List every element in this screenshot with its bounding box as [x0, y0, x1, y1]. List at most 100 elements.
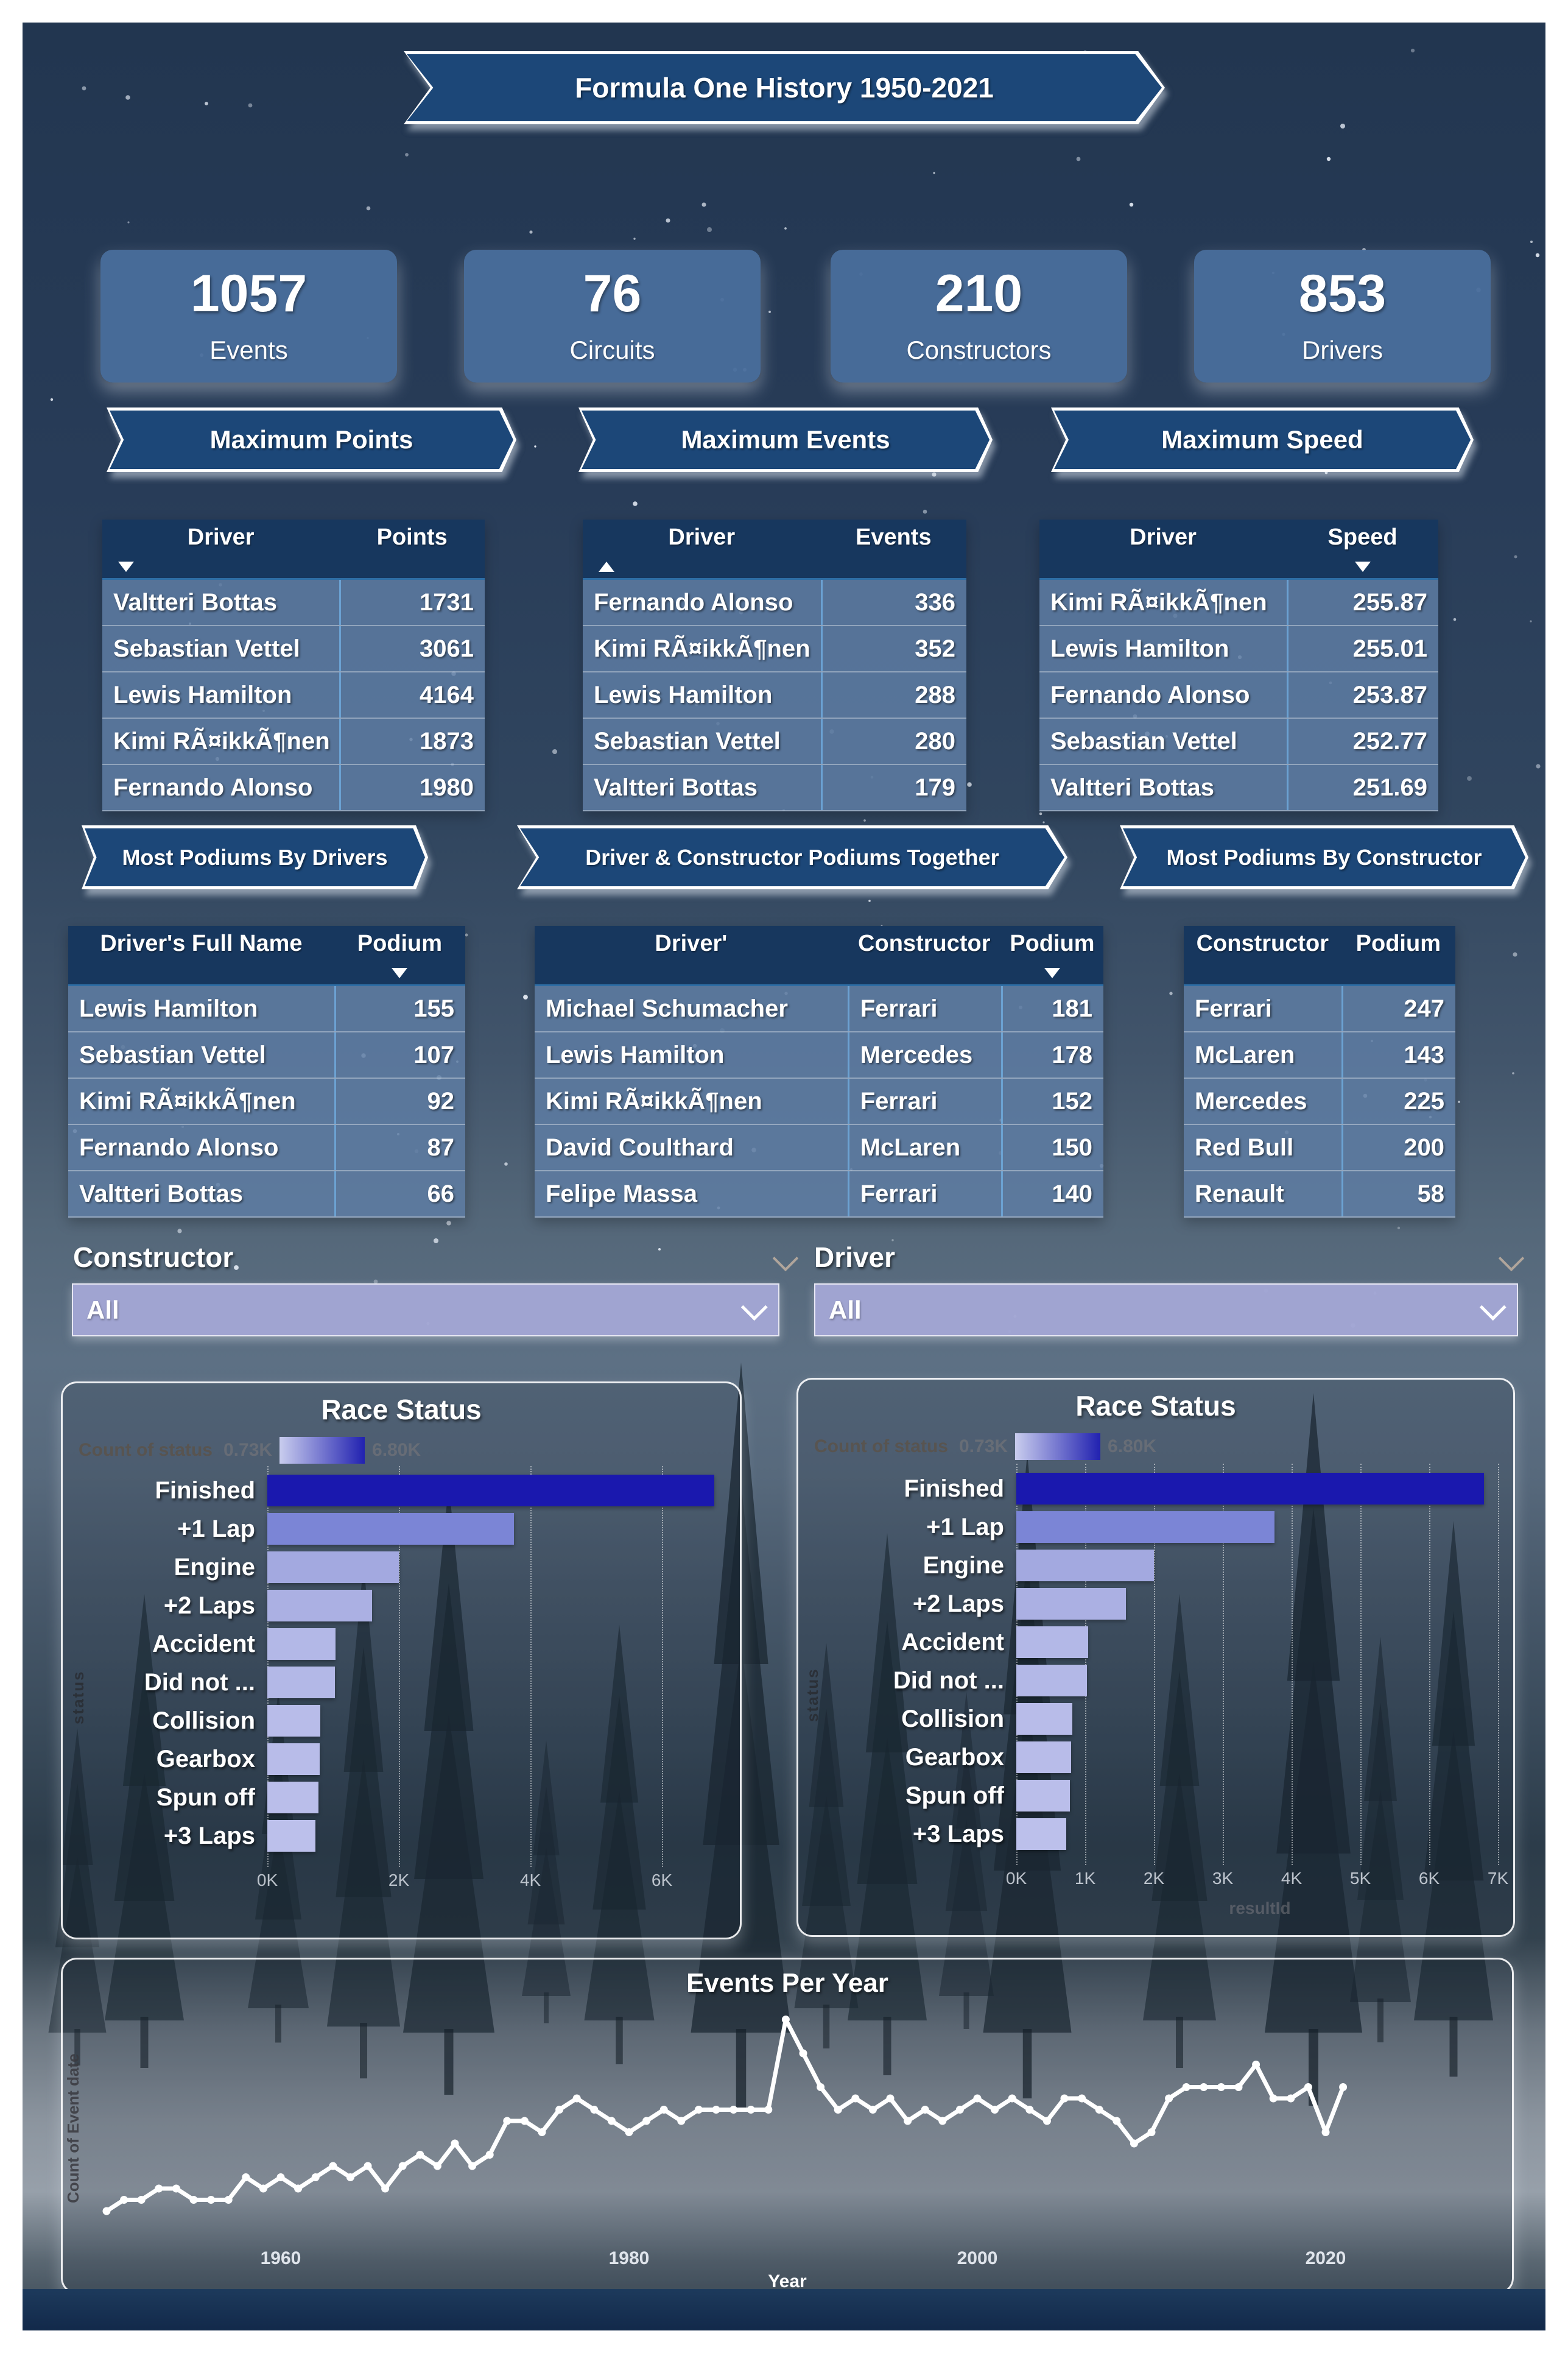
data-point-marker[interactable] — [207, 2196, 216, 2204]
data-point-marker[interactable] — [1130, 2139, 1138, 2148]
data-point-marker[interactable] — [781, 2016, 790, 2023]
data-point-marker[interactable] — [868, 2106, 877, 2114]
data-point-marker[interactable] — [555, 2106, 564, 2114]
data-point-marker[interactable] — [938, 2117, 947, 2125]
data-point-marker[interactable] — [189, 2196, 198, 2204]
data-point-marker[interactable] — [329, 2162, 337, 2170]
data-point-marker[interactable] — [1025, 2106, 1034, 2114]
data-point-marker[interactable] — [137, 2196, 146, 2204]
data-point-marker[interactable] — [398, 2162, 407, 2170]
bar-engine[interactable] — [1016, 1550, 1154, 1581]
bar-collision[interactable] — [1016, 1703, 1072, 1735]
data-point-marker[interactable] — [799, 2049, 807, 2058]
data-point-marker[interactable] — [1234, 2083, 1243, 2091]
bar-finished[interactable] — [1016, 1473, 1484, 1505]
table-row[interactable]: Valtteri Bottas 251.69 — [1039, 765, 1438, 811]
column-header-speed[interactable]: Speed — [1327, 524, 1397, 550]
data-point-marker[interactable] — [1042, 2117, 1051, 2125]
data-point-marker[interactable] — [520, 2117, 529, 2125]
bar-3-laps[interactable] — [1016, 1818, 1066, 1850]
data-point-marker[interactable] — [1339, 2083, 1348, 2091]
data-point-marker[interactable] — [346, 2173, 354, 2181]
data-point-marker[interactable] — [1287, 2094, 1295, 2103]
bar-accident[interactable] — [267, 1628, 336, 1660]
column-header-constructor[interactable]: Constructor — [858, 930, 991, 956]
data-point-marker[interactable] — [1217, 2083, 1225, 2091]
table-row[interactable]: Kimi RÃ¤ikkÃ¶nen 92 — [68, 1079, 465, 1125]
table-row[interactable]: Lewis Hamilton 4164 — [102, 672, 485, 719]
table-row[interactable]: Lewis Hamilton Mercedes 178 — [535, 1032, 1103, 1079]
data-point-marker[interactable] — [973, 2094, 982, 2103]
line-chart-svg[interactable]: Count of Event date 1960 1980 2000 2020 Year — [63, 1960, 1512, 2292]
data-point-marker[interactable] — [503, 2117, 512, 2125]
bar-finished[interactable] — [267, 1475, 714, 1506]
column-header-driver[interactable]: Driver — [668, 524, 736, 550]
data-point-marker[interactable] — [311, 2173, 320, 2181]
bar-gearbox[interactable] — [267, 1743, 320, 1775]
column-header-driver-s-full-name[interactable]: Driver's Full Name — [100, 930, 303, 956]
data-point-marker[interactable] — [572, 2094, 581, 2103]
table-row[interactable]: Sebastian Vettel 280 — [583, 719, 966, 765]
data-point-marker[interactable] — [120, 2196, 128, 2204]
data-point-marker[interactable] — [1200, 2083, 1208, 2091]
constructor-dropdown[interactable]: All — [72, 1283, 779, 1336]
data-point-marker[interactable] — [625, 2128, 633, 2136]
data-point-marker[interactable] — [276, 2173, 285, 2181]
bar-1-lap[interactable] — [267, 1513, 514, 1545]
column-header-events[interactable]: Events — [855, 524, 932, 550]
data-point-marker[interactable] — [834, 2106, 842, 2114]
table-row[interactable]: Valtteri Bottas 1731 — [102, 580, 485, 626]
table-row[interactable]: Sebastian Vettel 107 — [68, 1032, 465, 1079]
data-point-marker[interactable] — [1147, 2128, 1156, 2136]
table-row[interactable]: David Coulthard McLaren 150 — [535, 1125, 1103, 1171]
bar-gearbox[interactable] — [1016, 1741, 1071, 1773]
table-row[interactable]: Michael Schumacher Ferrari 181 — [535, 986, 1103, 1032]
table-row[interactable]: Ferrari 247 — [1184, 986, 1455, 1032]
data-point-marker[interactable] — [468, 2162, 477, 2170]
data-point-marker[interactable] — [1269, 2094, 1278, 2103]
data-point-marker[interactable] — [1321, 2128, 1330, 2136]
data-point-marker[interactable] — [886, 2094, 895, 2103]
data-point-marker[interactable] — [1060, 2094, 1069, 2103]
data-point-marker[interactable] — [712, 2106, 720, 2114]
data-point-marker[interactable] — [416, 2151, 424, 2159]
bar-2-laps[interactable] — [1016, 1588, 1126, 1620]
data-point-marker[interactable] — [224, 2196, 233, 2204]
data-point-marker[interactable] — [485, 2151, 494, 2159]
column-header-podium[interactable]: Podium — [357, 930, 443, 956]
table-row[interactable]: Fernando Alonso 253.87 — [1039, 672, 1438, 719]
column-header-driver[interactable]: Driver — [187, 524, 255, 550]
bar-spun-off[interactable] — [1016, 1780, 1070, 1811]
data-point-marker[interactable] — [1252, 2061, 1260, 2069]
table-row[interactable]: Lewis Hamilton 288 — [583, 672, 966, 719]
data-point-marker[interactable] — [642, 2117, 651, 2125]
column-header-driver[interactable]: Driver — [1130, 524, 1197, 550]
data-point-marker[interactable] — [851, 2094, 860, 2103]
column-header-points[interactable]: Points — [376, 524, 448, 550]
table-row[interactable]: Kimi RÃ¤ikkÃ¶nen 1873 — [102, 719, 485, 765]
data-point-marker[interactable] — [294, 2184, 303, 2193]
bar-2-laps[interactable] — [267, 1590, 372, 1621]
data-point-marker[interactable] — [1113, 2117, 1121, 2125]
data-point-marker[interactable] — [590, 2106, 599, 2114]
data-point-marker[interactable] — [764, 2106, 773, 2114]
data-point-marker[interactable] — [1304, 2083, 1312, 2091]
table-row[interactable]: Kimi RÃ¤ikkÃ¶nen Ferrari 152 — [535, 1079, 1103, 1125]
data-point-marker[interactable] — [259, 2184, 267, 2193]
bar-collision[interactable] — [267, 1705, 320, 1737]
column-header-podium[interactable]: Podium — [1010, 930, 1095, 956]
column-header-podium[interactable]: Podium — [1355, 930, 1441, 956]
data-point-marker[interactable] — [991, 2106, 999, 2114]
data-point-marker[interactable] — [955, 2106, 964, 2114]
bar-spun-off[interactable] — [267, 1782, 318, 1813]
table-row[interactable]: Lewis Hamilton 155 — [68, 986, 465, 1032]
data-point-marker[interactable] — [102, 2207, 111, 2215]
chevron-down-icon[interactable] — [740, 1294, 768, 1321]
table-row[interactable]: Lewis Hamilton 255.01 — [1039, 626, 1438, 672]
data-point-marker[interactable] — [381, 2184, 390, 2193]
data-point-marker[interactable] — [659, 2106, 668, 2114]
column-header-constructor[interactable]: Constructor — [1196, 930, 1329, 956]
table-row[interactable]: Kimi RÃ¤ikkÃ¶nen 352 — [583, 626, 966, 672]
data-point-marker[interactable] — [607, 2117, 616, 2125]
data-point-marker[interactable] — [451, 2139, 459, 2148]
